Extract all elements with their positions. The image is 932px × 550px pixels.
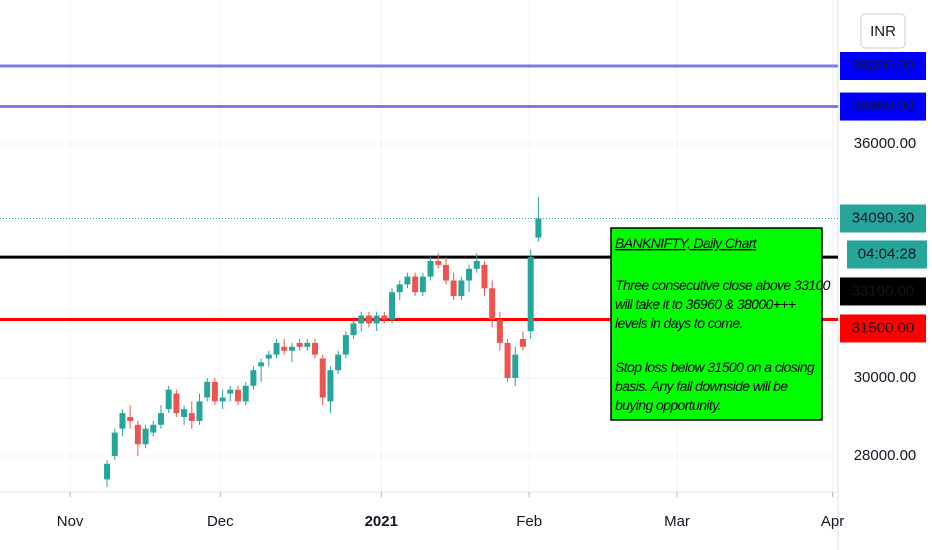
candle-body xyxy=(389,292,396,320)
y-tick-label: 30000.00 xyxy=(854,369,917,386)
candle-body xyxy=(512,354,519,378)
annotation-box xyxy=(610,227,823,421)
candle-body xyxy=(412,276,419,293)
y-tick-label: 36000.00 xyxy=(854,135,917,152)
candle-body xyxy=(204,381,211,398)
candle-body xyxy=(365,315,372,324)
candle-body xyxy=(165,389,172,410)
x-tick-label: Apr xyxy=(821,513,844,530)
candle-body xyxy=(281,346,288,351)
candle-body xyxy=(442,264,449,281)
candle-body xyxy=(134,424,141,445)
candle-body xyxy=(427,260,434,277)
candle-body xyxy=(335,354,342,371)
candle-body xyxy=(381,315,388,320)
annotation-line: Stop loss below 31500 on a closing xyxy=(615,359,815,375)
candle-body xyxy=(219,397,226,402)
candle-body xyxy=(496,319,503,343)
candle-body xyxy=(196,401,203,421)
candle-body xyxy=(342,335,349,355)
level-label-box xyxy=(840,51,926,80)
level-label-box xyxy=(840,204,926,233)
annotation-line: basis. Any fall downside will be xyxy=(615,378,788,394)
candle-body xyxy=(258,362,265,367)
candle-body xyxy=(404,276,411,285)
axis-labels: 28000.00 30000.00 36000.00 Nov Dec 2021 Feb Mar… xyxy=(57,51,927,530)
candle-body xyxy=(519,338,526,347)
x-tick-label: 2021 xyxy=(365,513,398,530)
countdown-box xyxy=(847,240,927,269)
candle-body xyxy=(312,342,319,355)
level-label: 34090.30 xyxy=(852,209,915,226)
candle-body xyxy=(358,315,365,324)
candle-body xyxy=(142,428,149,445)
level-label: 31500.00 xyxy=(852,319,915,336)
candle-body xyxy=(473,260,480,269)
candle-body xyxy=(327,370,334,402)
candle-body xyxy=(481,264,488,289)
candle-body xyxy=(419,276,426,293)
candle-body xyxy=(288,346,295,351)
level-label: 33100.00 xyxy=(852,282,915,299)
candle-body xyxy=(489,288,496,320)
candle-body xyxy=(181,409,188,418)
candle-body xyxy=(466,268,473,281)
candle-body xyxy=(450,280,457,297)
candle-body xyxy=(504,342,511,378)
x-tick-label: Mar xyxy=(664,513,690,530)
annotation-line: levels in days to come. xyxy=(615,315,743,331)
candle-body xyxy=(211,381,218,402)
candle-body xyxy=(350,323,357,336)
annotation-title: BANKNIFTY, Daily Chart xyxy=(615,235,758,251)
candle-body xyxy=(265,354,272,359)
candles xyxy=(104,197,542,488)
candle-body xyxy=(234,389,241,402)
level-label: 36960.00 xyxy=(852,98,915,115)
candle-body xyxy=(373,315,380,324)
candle-body xyxy=(227,389,234,394)
currency-button[interactable] xyxy=(860,13,906,49)
level-label: 38000.00 xyxy=(852,57,915,74)
candle-body xyxy=(319,358,326,398)
level-label-box xyxy=(840,277,926,306)
candle-body xyxy=(188,413,195,421)
candle-body xyxy=(535,218,542,238)
currency[interactable]: INR xyxy=(870,23,896,40)
candle-body xyxy=(396,284,403,293)
level-label-box xyxy=(840,314,926,343)
candle-body xyxy=(150,424,157,433)
candle-body xyxy=(157,413,164,425)
candle-body xyxy=(250,370,257,386)
candle-body xyxy=(127,417,134,421)
candle-body xyxy=(242,385,249,402)
x-tick-label: Feb xyxy=(516,513,542,530)
x-tick-label: Nov xyxy=(57,513,84,530)
candle-body xyxy=(273,342,280,355)
y-tick-label: 28000.00 xyxy=(854,447,917,464)
candle-body xyxy=(111,432,118,457)
annotation-line: Three consecutive close above 33100 xyxy=(615,277,831,293)
candle-body xyxy=(296,342,303,347)
candle-body xyxy=(173,393,180,414)
candle-body xyxy=(304,342,311,347)
annotation-line: will take it to 36960 & 38000+++ xyxy=(615,296,796,312)
candle-body xyxy=(119,413,126,429)
x-tick-label: Dec xyxy=(207,513,234,530)
annotation-line: buying opportunity. xyxy=(615,397,721,413)
candle-body xyxy=(527,257,534,332)
candle-body xyxy=(458,280,465,297)
candle-body xyxy=(104,463,111,480)
candle-body xyxy=(435,260,442,265)
countdown: 04:04:28 xyxy=(858,245,916,262)
level-label-box xyxy=(840,92,926,121)
